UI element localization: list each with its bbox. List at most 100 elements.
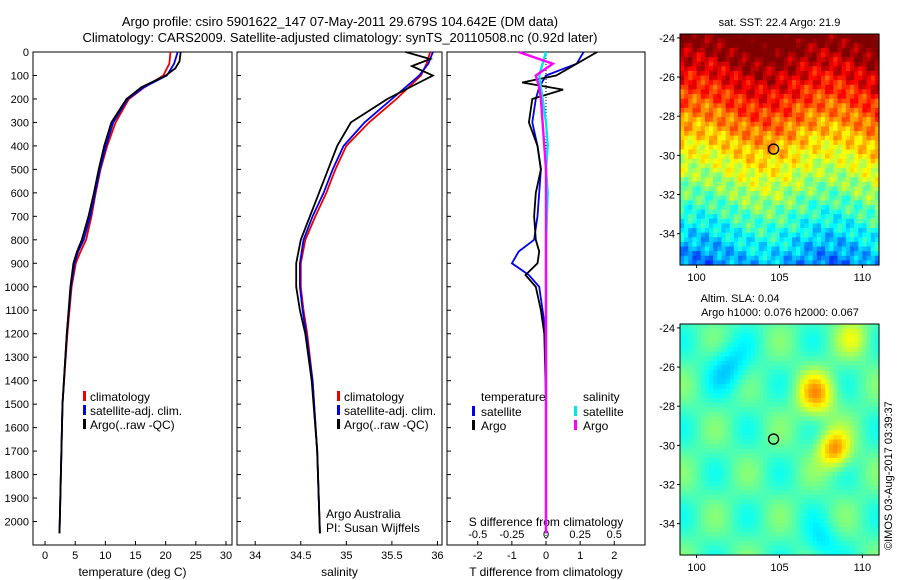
- heatmap-cell: [717, 508, 723, 515]
- heatmap-cell: [874, 384, 880, 390]
- heatmap-cell: [746, 453, 752, 459]
- heatmap-cell: [684, 228, 689, 234]
- heatmap-cell: [808, 34, 814, 40]
- heatmap-cell: [709, 384, 714, 390]
- heatmap-cell: [762, 251, 768, 257]
- heatmap-cell: [845, 251, 851, 257]
- heatmap-cell: [849, 98, 855, 104]
- heatmap-cell: [746, 158, 752, 164]
- heatmap-cell: [812, 471, 818, 478]
- heatmap-cell: [692, 107, 698, 114]
- heatmap-cell: [812, 434, 818, 441]
- heatmap-cell: [849, 218, 855, 225]
- heatmap-cell: [796, 379, 801, 385]
- heatmap-cell: [704, 384, 710, 390]
- heatmap-cell: [841, 218, 847, 225]
- heatmap-cell: [816, 251, 822, 257]
- heatmap-cell: [762, 393, 768, 399]
- heatmap-cell: [854, 246, 859, 252]
- heatmap-cell: [783, 237, 789, 243]
- heatmap-cell: [725, 214, 731, 220]
- heatmap-cell: [684, 407, 689, 413]
- heatmap-cell: [787, 70, 793, 77]
- heatmap-cell: [717, 246, 723, 252]
- heatmap-cell: [787, 356, 793, 362]
- heatmap-cell: [733, 149, 739, 155]
- heatmap-cell: [758, 181, 764, 188]
- heatmap-cell: [808, 255, 814, 261]
- heatmap-cell: [696, 204, 702, 211]
- heatmap-cell: [791, 476, 797, 482]
- heatmap-cell: [709, 494, 714, 501]
- heatmap-cell: [771, 522, 776, 528]
- heatmap-cell: [791, 467, 797, 473]
- heatmap-cell: [783, 241, 789, 248]
- heatmap-cell: [758, 75, 764, 81]
- heatmap-cell: [820, 407, 826, 413]
- heatmap-cell: [758, 504, 764, 510]
- heatmap-cell: [816, 416, 822, 422]
- heatmap-cell: [758, 204, 764, 211]
- heatmap-cell: [829, 163, 834, 169]
- heatmap-cell: [816, 365, 822, 371]
- heatmap-cell: [775, 462, 781, 468]
- heatmap-cell: [704, 214, 710, 220]
- heatmap-cell: [841, 550, 847, 556]
- heatmap-cell: [791, 356, 797, 362]
- heatmap-cell: [684, 328, 689, 334]
- heatmap-cell: [858, 241, 864, 248]
- heatmap-cell: [754, 98, 760, 104]
- heatmap-cell: [874, 121, 880, 127]
- heatmap-cell: [700, 531, 706, 538]
- heatmap-cell: [816, 177, 822, 183]
- heatmap-cell: [845, 117, 851, 123]
- heatmap-cell: [837, 453, 843, 459]
- heatmap-cell: [804, 186, 810, 192]
- heatmap-cell: [750, 140, 756, 146]
- heatmap-cell: [804, 246, 810, 252]
- heatmap-cell: [704, 425, 710, 431]
- heatmap-cell: [854, 337, 859, 344]
- heatmap-cell: [870, 476, 876, 482]
- heatmap-cell: [750, 47, 756, 54]
- heatmap-cell: [816, 360, 822, 367]
- heatmap-cell: [866, 158, 872, 164]
- heatmap-cell: [866, 467, 872, 473]
- heatmap-cell: [779, 485, 785, 491]
- heatmap-cell: [771, 490, 776, 496]
- heatmap-cell: [804, 342, 810, 348]
- heatmap-cell: [866, 117, 872, 123]
- heatmap-cell: [791, 117, 797, 123]
- heatmap-cell: [704, 251, 710, 257]
- heatmap-cell: [800, 434, 805, 441]
- heatmap-cell: [829, 181, 834, 188]
- heatmap-cell: [696, 38, 702, 44]
- heatmap-cell: [717, 98, 723, 104]
- heatmap-cell: [704, 374, 710, 381]
- heatmap-cell: [812, 251, 818, 257]
- heatmap-cell: [854, 140, 859, 146]
- heatmap-cell: [854, 38, 859, 44]
- heatmap-cell: [820, 513, 826, 519]
- heatmap-cell: [862, 186, 868, 192]
- heatmap-cell: [709, 140, 714, 146]
- heatmap-cell: [858, 232, 864, 238]
- heatmap-cell: [829, 379, 834, 385]
- heatmap-cell: [825, 94, 830, 100]
- heatmap-cell: [746, 397, 752, 404]
- heatmap-cell: [829, 209, 834, 215]
- heatmap-cell: [800, 448, 805, 454]
- heatmap-cell: [804, 52, 810, 58]
- heatmap-cell: [754, 172, 760, 178]
- heatmap-cell: [837, 135, 843, 141]
- heatmap-cell: [787, 411, 793, 417]
- heatmap-cell: [704, 545, 710, 551]
- heatmap-cell: [758, 494, 764, 501]
- heatmap-cell: [738, 527, 743, 533]
- heatmap-cell: [725, 209, 731, 215]
- heatmap-cell: [684, 89, 689, 95]
- heatmap-cell: [874, 75, 880, 81]
- heatmap-cell: [858, 204, 864, 211]
- heatmap-cell: [820, 324, 826, 330]
- heatmap-cell: [829, 462, 834, 468]
